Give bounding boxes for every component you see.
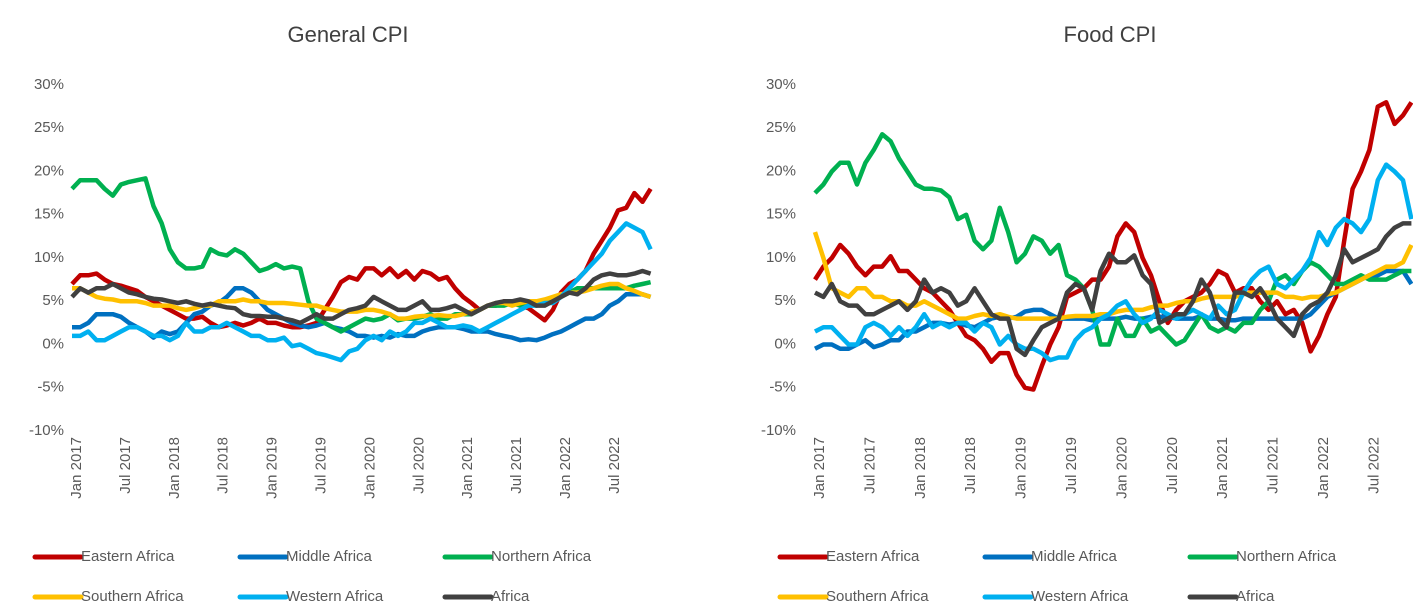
legend-label: Middle Africa [286,548,373,565]
y-tick-label: -10% [761,422,796,439]
x-tick-label: Jan 2021 [459,437,476,499]
legend-label: Middle Africa [1031,548,1118,565]
y-tick-label: 30% [766,76,796,93]
x-tick-label: Jan 2017 [811,437,828,499]
y-tick-label: 10% [766,249,796,266]
x-tick-label: Jul 2017 [861,437,878,494]
x-tick-label: Jul 2021 [508,437,525,494]
legend-label: Northern Africa [1236,548,1337,565]
legend-label: Southern Africa [826,588,929,605]
legend-label: Eastern Africa [826,548,920,565]
x-tick-label: Jan 2019 [264,437,281,499]
x-tick-label: Jan 2019 [1013,437,1030,499]
y-tick-label: 15% [34,206,64,223]
y-tick-label: 5% [42,292,64,309]
x-tick-label: Jul 2018 [962,437,979,494]
x-tick-label: Jan 2017 [68,437,85,499]
x-tick-label: Jan 2018 [912,437,929,499]
y-tick-label: 0% [774,335,796,352]
x-tick-label: Jul 2018 [215,437,232,494]
y-tick-label: 25% [766,119,796,136]
series-line [70,187,653,330]
legend-label: Western Africa [1031,588,1129,605]
x-tick-label: Jul 2019 [312,437,329,494]
legend-label: Africa [491,588,530,605]
x-tick-label: Jan 2021 [1214,437,1231,499]
y-tick-label: 15% [766,206,796,223]
x-tick-label: Jul 2019 [1063,437,1080,494]
y-tick-label: 30% [34,76,64,93]
x-tick-label: Jan 2022 [1315,437,1332,499]
legend-label: Eastern Africa [81,548,175,565]
y-tick-label: 25% [34,119,64,136]
y-tick-label: -10% [29,422,64,439]
y-tick-label: -5% [769,379,796,396]
x-tick-label: Jan 2020 [361,437,378,499]
x-tick-label: Jul 2022 [1365,437,1382,494]
legend-label: Africa [1236,588,1275,605]
legend-label: Southern Africa [81,588,184,605]
x-tick-label: Jan 2018 [166,437,183,499]
x-tick-label: Jul 2022 [606,437,623,494]
y-tick-label: 20% [766,162,796,179]
legend-label: Western Africa [286,588,384,605]
x-tick-label: Jul 2020 [1164,437,1181,494]
y-tick-label: 5% [774,292,796,309]
x-tick-label: Jul 2017 [117,437,134,494]
series-line [72,281,652,321]
x-tick-label: Jan 2022 [557,437,574,499]
chart-title: General CPI [287,22,408,47]
y-tick-label: -5% [37,379,64,396]
series-line [813,162,1413,363]
series-line [72,221,653,363]
y-tick-label: 0% [42,335,64,352]
legend-label: Northern Africa [491,548,592,565]
x-tick-label: Jan 2020 [1113,437,1130,499]
x-tick-label: Jul 2020 [410,437,427,494]
x-tick-label: Jul 2021 [1265,437,1282,494]
series-line [72,286,652,343]
series-line [813,221,1412,358]
chart-title: Food CPI [1064,22,1157,47]
series-line [813,132,1412,347]
y-tick-label: 20% [34,162,64,179]
series-line [813,100,1413,392]
y-tick-label: 10% [34,249,64,266]
series-line [70,268,652,326]
